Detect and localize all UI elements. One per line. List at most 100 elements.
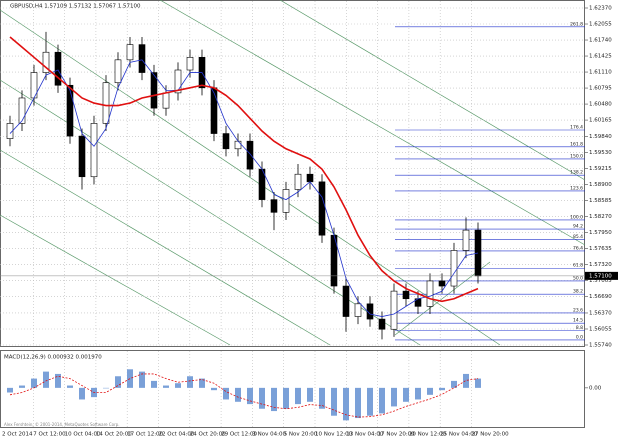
candle-body <box>282 189 290 213</box>
macd-bar <box>19 385 25 388</box>
macd-bar <box>319 387 325 409</box>
macd-bar <box>271 387 277 412</box>
candle-body <box>222 133 230 150</box>
current-price-box <box>585 271 618 280</box>
y-tick-label: 1.58585 <box>589 198 612 204</box>
y-tick-label: 1.56370 <box>589 310 612 316</box>
y-tick-label: 1.61110 <box>589 70 612 76</box>
fib-label: 38.2 <box>573 289 583 295</box>
channel-line <box>394 261 491 336</box>
fib-label: 61.8 <box>573 263 583 269</box>
macd-bar <box>283 387 289 409</box>
channel-line <box>0 214 231 346</box>
y-tick-label: 1.57320 <box>589 262 612 268</box>
x-tick-label: 25 Nov 04:00 <box>440 432 478 438</box>
candle-body <box>390 290 398 330</box>
x-tick-label: 2 Oct 2014 <box>2 432 33 438</box>
macd-signal <box>9 373 479 418</box>
x-tick-label: 17 Oct 12:00 <box>127 432 163 438</box>
candle-body <box>450 250 458 287</box>
y-tick-label: 1.57950 <box>589 230 612 236</box>
x-tick-label: 10 Nov 12:00 <box>315 432 353 438</box>
macd-bar <box>31 378 37 388</box>
y-tick-label: 1.60165 <box>589 118 612 124</box>
macd-bar <box>211 387 217 391</box>
channel-line <box>159 0 586 246</box>
fib-label: 150.0 <box>570 153 583 159</box>
fib-label: 100.0 <box>570 214 583 220</box>
y-tick-label: 1.60795 <box>589 86 612 92</box>
macd-title: MACD(12,26,9) 0.000932 0.001970 <box>4 355 102 361</box>
watermark: Alex Fershtein, © 2001-2014, MetaQuotes … <box>4 422 120 427</box>
fib-label: 76.4 <box>573 245 583 251</box>
y-tick-label: 1.56055 <box>589 326 612 332</box>
macd-bar <box>355 387 361 419</box>
candle-body <box>90 123 98 178</box>
macd-bar <box>295 387 301 405</box>
fib-label: 23.6 <box>573 307 583 313</box>
macd-bar <box>67 385 73 388</box>
macd-bar <box>391 387 397 407</box>
x-tick-label: 24 Oct 20:00 <box>190 432 226 438</box>
x-tick-label: 29 Oct 12:00 <box>221 432 257 438</box>
fib-label: 138.2 <box>570 170 583 176</box>
candle-body <box>210 87 218 134</box>
candle-body <box>270 199 278 213</box>
y-tick-label: 1.59840 <box>589 134 612 140</box>
fib-label: 161.8 <box>570 141 583 147</box>
x-tick-label: 7 Oct 12:00 <box>33 432 66 438</box>
macd-bar <box>259 387 265 409</box>
macd-bar <box>7 387 13 393</box>
current-price-label: 1.57100 <box>589 273 612 279</box>
macd-bar <box>127 369 133 388</box>
y-tick-label: 1.61740 <box>589 38 612 44</box>
macd-bar <box>475 378 481 388</box>
y-tick-label: 1.56690 <box>589 294 612 300</box>
candle-body <box>126 44 134 61</box>
candle-body <box>294 173 302 190</box>
macd-bar <box>175 383 181 388</box>
x-tick-label: 17 Nov 20:00 <box>378 432 416 438</box>
macd-bar <box>139 371 145 388</box>
fib-label: 176.4 <box>570 124 583 130</box>
candle-body <box>354 303 362 317</box>
candle-body <box>18 97 26 124</box>
macd-bar <box>415 387 421 400</box>
candle-body <box>42 51 50 73</box>
fib-label: 8.8 <box>576 325 583 331</box>
macd-tick-label: 0.00 <box>589 385 602 391</box>
x-tick-label: 13 Nov 04:00 <box>346 432 384 438</box>
channels <box>0 0 586 346</box>
candle-body <box>234 140 242 150</box>
x-tick-label: 5 Nov 20:00 <box>284 432 318 438</box>
y-tick-label: 1.57005 <box>589 278 612 284</box>
macd-bar <box>403 387 409 402</box>
macd-bar <box>331 387 337 416</box>
x-tick-label: 3 Nov 04:00 <box>252 432 286 438</box>
candle-body <box>6 123 14 139</box>
macd-bar <box>379 387 385 414</box>
candle-body <box>462 229 470 251</box>
macd-bar <box>427 387 433 395</box>
macd-bar <box>103 387 109 389</box>
fib-label: 85.4 <box>573 234 583 240</box>
candle-body <box>150 72 158 109</box>
candle-body <box>378 318 386 330</box>
macd-bar <box>367 387 373 416</box>
chart-title: GBPUSD,H4 1.57109 1.57132 1.57067 1.5710… <box>10 4 141 10</box>
candle-body <box>174 69 182 94</box>
candle-body <box>54 51 62 86</box>
x-tick-label: 10 Oct 04:00 <box>65 432 101 438</box>
candle-body <box>438 280 446 287</box>
candle-body <box>114 59 122 84</box>
x-tick-label: 27 Nov 20:00 <box>472 432 510 438</box>
y-tick-label: 1.58270 <box>589 214 612 220</box>
candle-body <box>246 140 254 170</box>
channel-line <box>0 9 501 346</box>
candle-body <box>342 285 350 317</box>
macd-bar <box>439 387 445 391</box>
y-tick-label: 1.61425 <box>589 54 612 60</box>
macd-bar <box>307 387 313 402</box>
fib-label: 261.8 <box>570 21 583 27</box>
